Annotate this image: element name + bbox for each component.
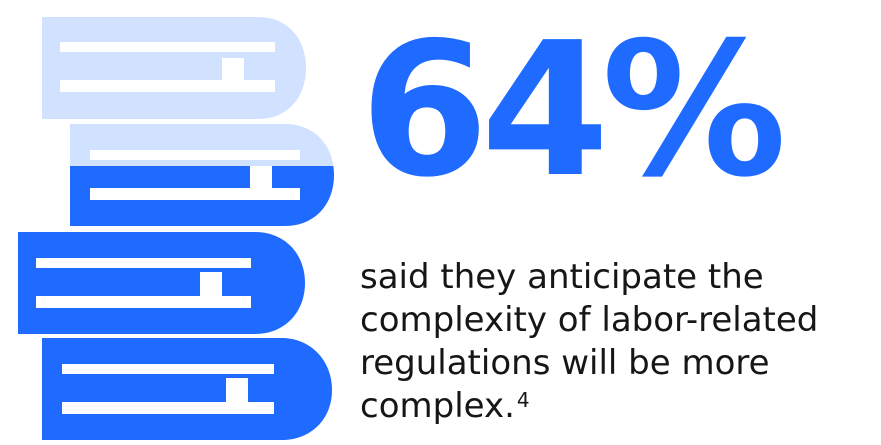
book-icon: [70, 124, 334, 226]
footnote-marker[interactable]: 4: [516, 388, 530, 412]
book-icon: [42, 17, 306, 119]
book-icon: [18, 232, 305, 334]
stat-caption: said they anticipate the complexity of l…: [360, 256, 870, 428]
books-stack-illustration: [18, 17, 334, 440]
stat-percentage: 64%: [360, 2, 787, 218]
stat-caption-text: said they anticipate the complexity of l…: [360, 257, 819, 426]
book-icon: [42, 338, 332, 440]
